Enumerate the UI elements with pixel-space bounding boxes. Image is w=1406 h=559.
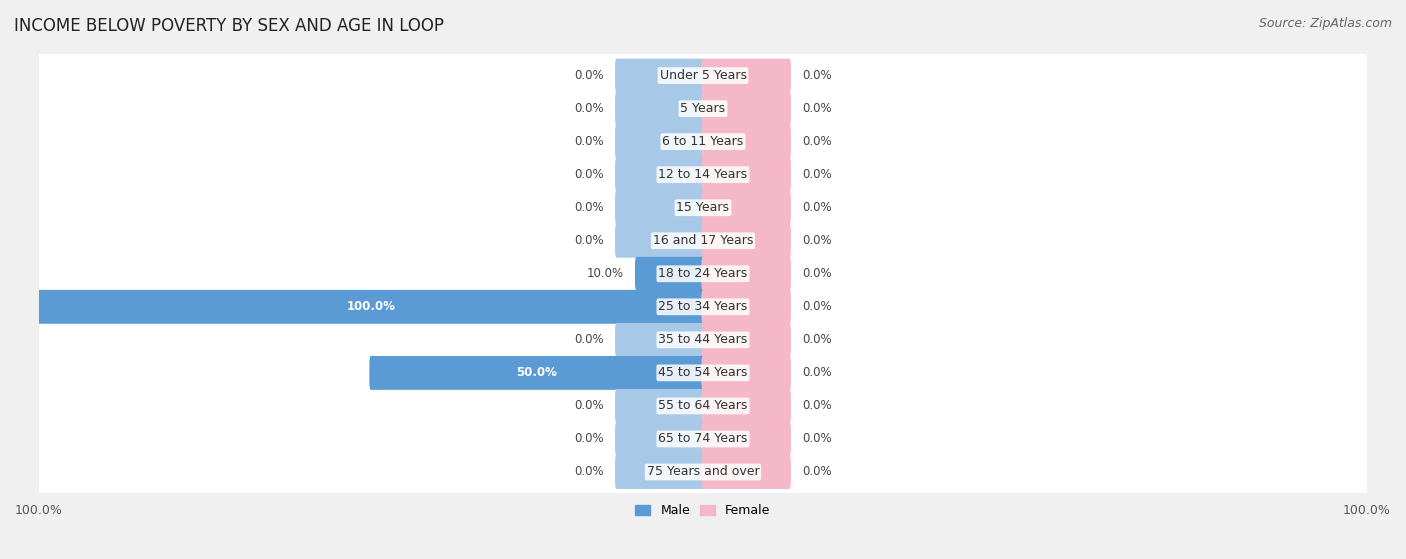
Text: 0.0%: 0.0% [803,433,832,446]
Text: 55 to 64 Years: 55 to 64 Years [658,400,748,413]
FancyBboxPatch shape [702,59,792,93]
FancyBboxPatch shape [614,191,704,225]
FancyBboxPatch shape [702,224,792,258]
Text: 0.0%: 0.0% [803,69,832,82]
FancyBboxPatch shape [702,356,792,390]
FancyBboxPatch shape [614,92,704,126]
Text: 45 to 54 Years: 45 to 54 Years [658,366,748,380]
Text: 0.0%: 0.0% [574,135,603,148]
FancyBboxPatch shape [37,186,1369,230]
FancyBboxPatch shape [614,455,704,489]
FancyBboxPatch shape [614,59,704,93]
FancyBboxPatch shape [702,158,792,192]
FancyBboxPatch shape [702,389,792,423]
Text: 18 to 24 Years: 18 to 24 Years [658,267,748,280]
Legend: Male, Female: Male, Female [630,499,776,522]
Text: 65 to 74 Years: 65 to 74 Years [658,433,748,446]
FancyBboxPatch shape [614,422,704,456]
Text: 0.0%: 0.0% [803,135,832,148]
FancyBboxPatch shape [702,191,792,225]
Text: 16 and 17 Years: 16 and 17 Years [652,234,754,247]
Text: Source: ZipAtlas.com: Source: ZipAtlas.com [1258,17,1392,30]
FancyBboxPatch shape [702,455,792,489]
Text: 5 Years: 5 Years [681,102,725,115]
FancyBboxPatch shape [370,356,704,390]
Text: 0.0%: 0.0% [803,300,832,314]
Text: INCOME BELOW POVERTY BY SEX AND AGE IN LOOP: INCOME BELOW POVERTY BY SEX AND AGE IN L… [14,17,444,35]
Text: Under 5 Years: Under 5 Years [659,69,747,82]
Text: 0.0%: 0.0% [803,366,832,380]
FancyBboxPatch shape [614,323,704,357]
Text: 0.0%: 0.0% [803,333,832,347]
FancyBboxPatch shape [37,219,1369,263]
FancyBboxPatch shape [702,257,792,291]
FancyBboxPatch shape [37,87,1369,130]
Text: 0.0%: 0.0% [803,400,832,413]
FancyBboxPatch shape [37,384,1369,428]
Text: 0.0%: 0.0% [803,466,832,479]
FancyBboxPatch shape [37,120,1369,163]
Text: 0.0%: 0.0% [574,466,603,479]
FancyBboxPatch shape [702,422,792,456]
FancyBboxPatch shape [37,252,1369,296]
FancyBboxPatch shape [614,125,704,159]
FancyBboxPatch shape [614,224,704,258]
Text: 50.0%: 50.0% [516,366,557,380]
Text: 0.0%: 0.0% [803,234,832,247]
FancyBboxPatch shape [614,389,704,423]
Text: 0.0%: 0.0% [574,333,603,347]
FancyBboxPatch shape [37,318,1369,362]
FancyBboxPatch shape [37,450,1369,494]
Text: 0.0%: 0.0% [803,102,832,115]
FancyBboxPatch shape [636,257,704,291]
Text: 0.0%: 0.0% [574,69,603,82]
Text: 10.0%: 10.0% [586,267,623,280]
FancyBboxPatch shape [37,285,1369,329]
Text: 0.0%: 0.0% [574,433,603,446]
Text: 6 to 11 Years: 6 to 11 Years [662,135,744,148]
FancyBboxPatch shape [37,153,1369,197]
Text: 0.0%: 0.0% [574,234,603,247]
Text: 75 Years and over: 75 Years and over [647,466,759,479]
Text: 100.0%: 100.0% [346,300,395,314]
Text: 0.0%: 0.0% [803,168,832,181]
Text: 25 to 34 Years: 25 to 34 Years [658,300,748,314]
FancyBboxPatch shape [37,54,1369,97]
FancyBboxPatch shape [38,290,704,324]
FancyBboxPatch shape [37,351,1369,395]
Text: 15 Years: 15 Years [676,201,730,214]
Text: 35 to 44 Years: 35 to 44 Years [658,333,748,347]
Text: 0.0%: 0.0% [803,201,832,214]
FancyBboxPatch shape [614,158,704,192]
Text: 0.0%: 0.0% [574,400,603,413]
Text: 12 to 14 Years: 12 to 14 Years [658,168,748,181]
FancyBboxPatch shape [37,417,1369,461]
Text: 0.0%: 0.0% [574,201,603,214]
Text: 0.0%: 0.0% [574,102,603,115]
FancyBboxPatch shape [702,92,792,126]
FancyBboxPatch shape [702,125,792,159]
FancyBboxPatch shape [702,290,792,324]
FancyBboxPatch shape [702,323,792,357]
Text: 0.0%: 0.0% [803,267,832,280]
Text: 0.0%: 0.0% [574,168,603,181]
